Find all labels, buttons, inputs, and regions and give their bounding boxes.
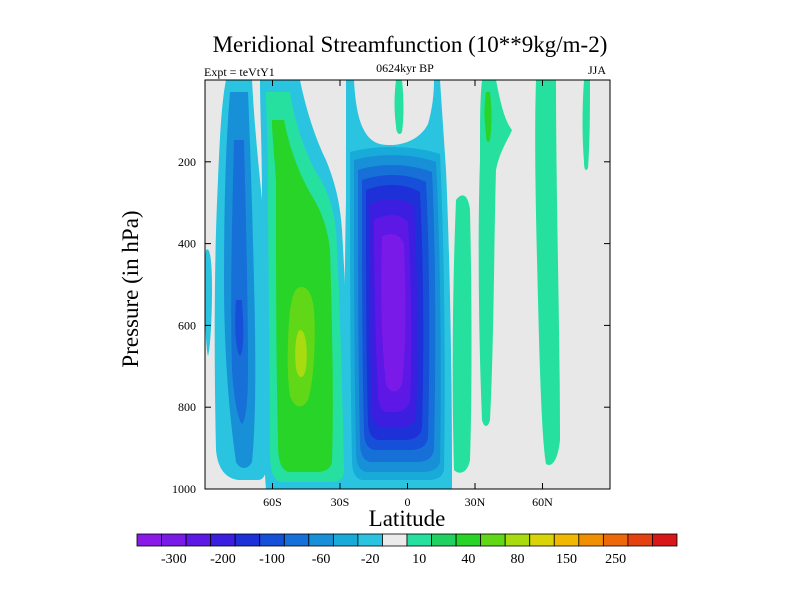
colorbar-label: 80 [510, 552, 524, 567]
colorbar-label: -200 [210, 552, 236, 567]
x-tick-label: 60S [263, 495, 282, 509]
colorbar-swatch [136, 533, 162, 547]
y-axis-label: Pressure (in hPa) [118, 210, 143, 367]
x-tick-label: 30S [331, 495, 350, 509]
y-tick-label: 200 [178, 155, 196, 169]
colorbar-swatch [210, 533, 236, 547]
colorbar-swatch [480, 533, 506, 547]
colorbar-swatch [185, 533, 212, 547]
contour-northern-band-30n [452, 195, 472, 473]
colorbar-swatch [578, 533, 604, 547]
colorbar-swatch [602, 533, 629, 547]
colorbar-label: -100 [259, 552, 285, 567]
x-tick-label: 60N [532, 495, 553, 509]
x-tick-label: 0 [405, 495, 411, 509]
colorbar-swatch [357, 533, 383, 547]
colorbar-label: 10 [412, 552, 426, 567]
colorbar-swatch [529, 533, 555, 547]
colorbar-swatch [161, 533, 187, 547]
colorbar-swatch [332, 533, 359, 547]
contour-southern-cell-peak [295, 330, 307, 377]
colorbar-swatch [627, 533, 653, 547]
y-tick-label: 400 [178, 237, 196, 251]
colorbar-swatch [283, 533, 310, 547]
colorbar-swatch [652, 533, 678, 547]
colorbar-swatch [553, 533, 580, 547]
colorbar-label: -300 [161, 552, 187, 567]
contour-equatorial-core [381, 234, 406, 392]
x-axis-label: Latitude [369, 506, 446, 531]
colorbar-swatch [431, 533, 457, 547]
experiment-label: Expt = teVtY1 [204, 65, 275, 79]
colorbar-swatch [455, 533, 482, 547]
colorbar [136, 533, 678, 547]
colorbar-label: -60 [312, 552, 331, 567]
colorbar-label: 250 [605, 552, 626, 567]
contour-southern-polar-core [235, 300, 244, 356]
season-label: JJA [588, 63, 606, 77]
colorbar-swatch [382, 533, 408, 547]
y-tick-label: 600 [178, 318, 196, 332]
colorbar-swatch [308, 533, 334, 547]
colorbar-swatch [406, 533, 432, 547]
x-axis-ticks: 60S 30S 0 30N 60N [263, 80, 553, 509]
colorbar-label: -20 [361, 552, 380, 567]
x-tick-label: 30N [465, 495, 486, 509]
y-tick-label: 800 [178, 400, 196, 414]
contour-northern-band-80n [582, 80, 590, 170]
colorbar-label: 150 [556, 552, 577, 567]
colorbar-labels: -300 -200 -100 -60 -20 10 40 80 150 250 [161, 552, 626, 567]
contour-northern-band-40n-inner [484, 92, 492, 142]
colorbar-swatch [259, 533, 285, 547]
colorbar-swatch [234, 533, 261, 547]
colorbar-swatch [504, 533, 531, 547]
plot-area [204, 79, 611, 490]
contour-northern-band-40n-outer [478, 80, 512, 426]
contour-southern-edge-sliver [205, 249, 212, 356]
contour-equatorial-filament [394, 80, 404, 134]
y-tick-label: 1000 [172, 482, 196, 496]
y-axis-ticks: 200 400 600 800 1000 [172, 155, 610, 496]
contour-northern-band-60n [535, 80, 560, 465]
contour-southern-polar-inner [231, 140, 248, 424]
period-label: 0624kyr BP [376, 61, 434, 75]
chart-title: Meridional Streamfunction (10**9kg/m-2) [213, 32, 608, 57]
colorbar-label: 40 [461, 552, 475, 567]
